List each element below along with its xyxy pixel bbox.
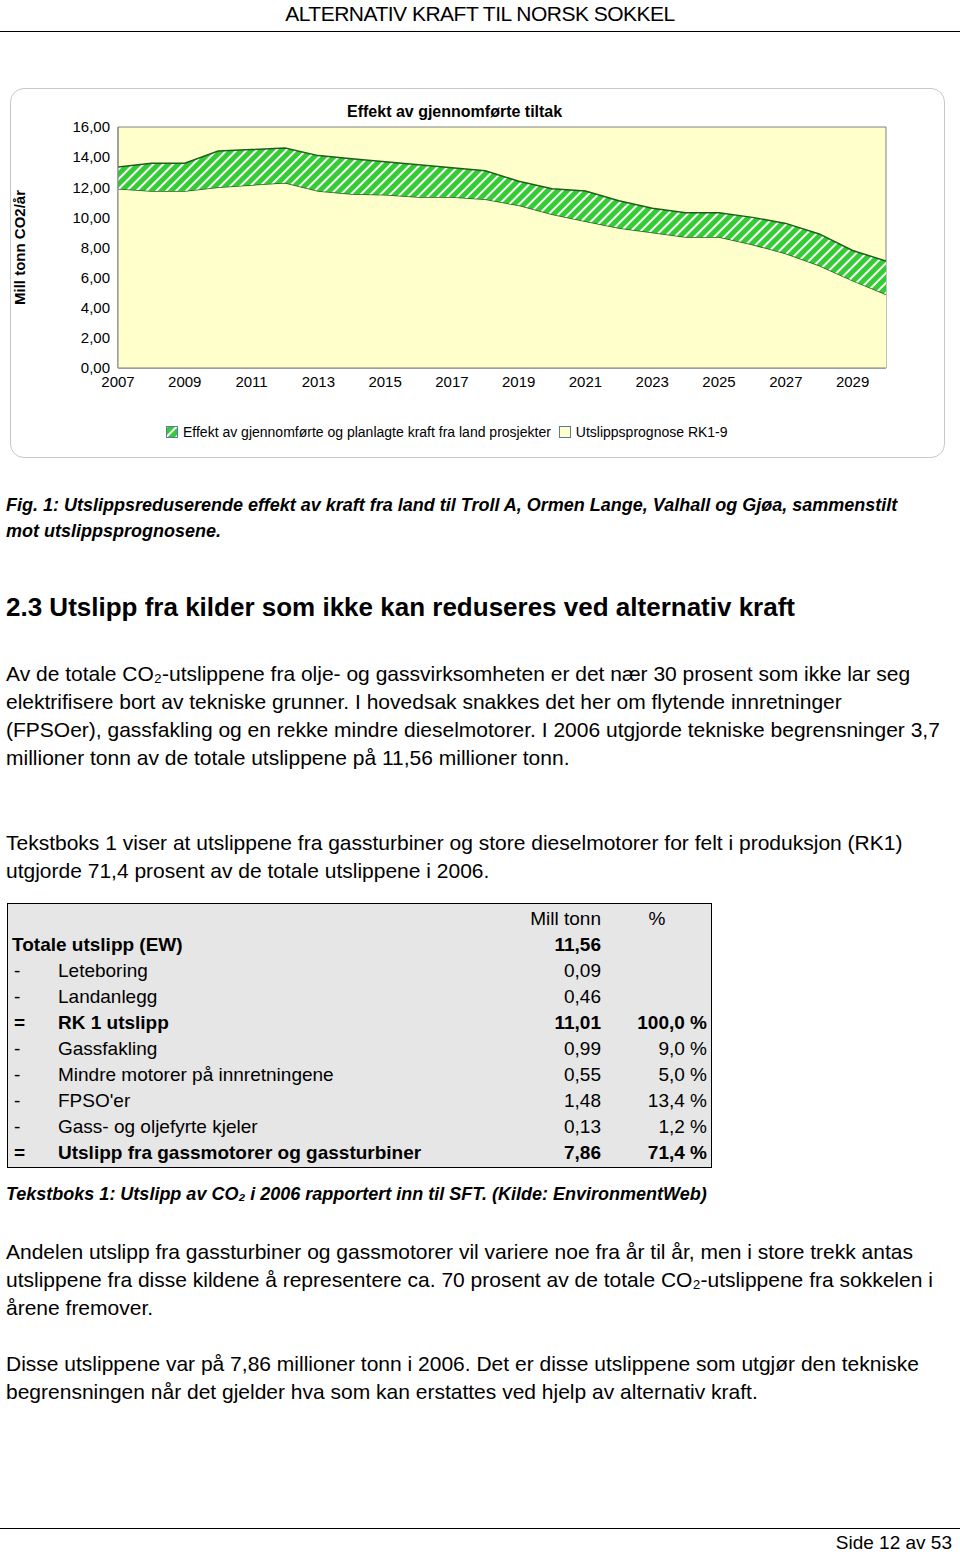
- html-text:Utslipp fra gassmotorer og gas: Utslipp fra gassmotorer og gassturbiner: [58, 1142, 422, 1163]
- svg-text:2007: 2007: [101, 372, 135, 390]
- svg-text:0,00: 0,00: [81, 359, 110, 376]
- svg-text:2029: 2029: [836, 373, 869, 390]
- svg-text:2021: 2021: [569, 373, 602, 390]
- html-text:Andelen utslipp fra gassturbin: Andelen utslipp fra gassturbiner og gass…: [6, 1240, 933, 1319]
- html-text:FPSO'er: FPSO'er: [58, 1090, 131, 1111]
- svg-text:2019: 2019: [502, 373, 535, 390]
- html-text:Totale utslipp (EW): Totale utslipp (EW): [12, 934, 183, 955]
- svg-text:2,00: 2,00: [81, 329, 110, 346]
- svg-text:2011: 2011: [235, 373, 267, 390]
- html-text:71,4 %: 71,4 %: [647, 1142, 707, 1163]
- svg-text:2027: 2027: [769, 373, 802, 390]
- html-text:Effekt av gjennomførte og plan: Effekt av gjennomførte og planlagte kraf…: [183, 424, 551, 440]
- html-text:Gass- og oljefyrte kjeler: Gass- og oljefyrte kjeler: [58, 1116, 258, 1137]
- html-text:0,13: 0,13: [564, 1116, 601, 1137]
- svg-text:8,00: 8,00: [81, 239, 110, 256]
- html-text:11,56: 11,56: [554, 934, 601, 955]
- html-text:Effekt av gjennomførte tiltak: Effekt av gjennomførte tiltak: [347, 103, 563, 120]
- svg-text:14,00: 14,00: [72, 148, 110, 165]
- html-text:Landanlegg: Landanlegg: [58, 986, 158, 1007]
- html-text:Utslippsprognose RK1-9: Utslippsprognose RK1-9: [575, 424, 728, 440]
- html-text:Side 12 av 53: Side 12 av 53: [835, 1532, 952, 1553]
- html-text:7,86: 7,86: [564, 1142, 601, 1163]
- svg-text:Mill tonn CO2/år: Mill tonn CO2/år: [11, 190, 28, 305]
- svg-text:2017: 2017: [435, 373, 468, 390]
- svg-text:2023: 2023: [636, 373, 669, 390]
- html-text:Tekstboks 1: Utslipp av CO₂ i: Tekstboks 1: Utslipp av CO₂ i 2006 rappo…: [6, 1184, 707, 1204]
- html-text:Gassfakling: Gassfakling: [58, 1038, 158, 1059]
- html-text:Mindre motorer på innretningen: Mindre motorer på innretningene: [58, 1064, 334, 1085]
- svg-text:6,00: 6,00: [81, 269, 110, 286]
- html-text:100,0 %: 100,0 %: [637, 1012, 707, 1033]
- html-text:0,99: 0,99: [564, 1038, 601, 1059]
- html-text:Leteboring: Leteboring: [58, 960, 148, 981]
- svg-text:2025: 2025: [702, 373, 735, 390]
- html-text:Fig. 1: Utslippsreduserende ef: Fig. 1: Utslippsreduserende effekt av kr…: [6, 495, 898, 541]
- html-text:5,0 %: 5,0 %: [658, 1064, 707, 1085]
- svg-text:12,00: 12,00: [72, 179, 110, 196]
- html-text:1,2 %: 1,2 %: [658, 1116, 707, 1137]
- html-text:ALTERNATIV KRAFT TIL NORSK SOK: ALTERNATIV KRAFT TIL NORSK SOKKEL: [285, 2, 675, 25]
- html-text:13,4 %: 13,4 %: [647, 1090, 707, 1111]
- html-text:0,55: 0,55: [564, 1064, 601, 1085]
- html-text:1,48: 1,48: [564, 1090, 601, 1111]
- html-text:Tekstboks 1 viser at utslippen: Tekstboks 1 viser at utslippene fra gass…: [6, 831, 903, 882]
- svg-text:2015: 2015: [368, 373, 401, 390]
- html-text:Disse utslippene var på 7,86 m: Disse utslippene var på 7,86 millioner t…: [6, 1352, 919, 1403]
- svg-text:4,00: 4,00: [81, 299, 110, 316]
- html-text:Mill tonn: Mill tonn: [530, 908, 601, 929]
- svg-text:2013: 2013: [302, 373, 335, 390]
- html-text:0,46: 0,46: [564, 986, 601, 1007]
- html-text:0,09: 0,09: [564, 960, 601, 981]
- html-text:Av de totale CO₂-utslippene fr: Av de totale CO₂-utslippene fra olje- og…: [6, 662, 940, 769]
- html-text:2.3 Utslipp fra kilder som ikk: 2.3 Utslipp fra kilder som ikke kan redu…: [6, 592, 795, 622]
- html-text:11,01: 11,01: [554, 1012, 601, 1033]
- html-text:9,0 %: 9,0 %: [658, 1038, 707, 1059]
- svg-text:16,00: 16,00: [72, 118, 110, 135]
- html-text:RK 1 utslipp: RK 1 utslipp: [58, 1012, 169, 1033]
- svg-text:2009: 2009: [168, 373, 201, 390]
- svg-text:10,00: 10,00: [72, 209, 110, 226]
